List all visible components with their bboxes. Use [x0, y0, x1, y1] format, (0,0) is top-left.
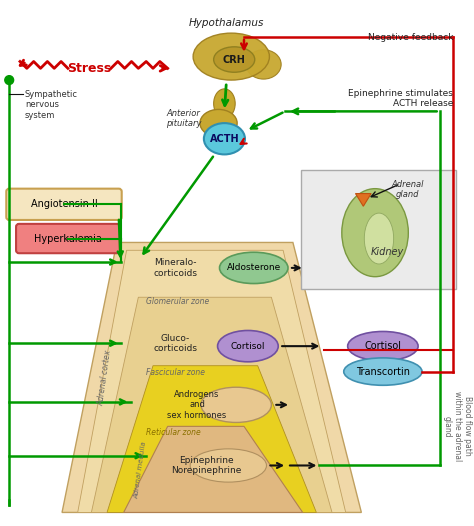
Polygon shape: [107, 366, 316, 512]
Ellipse shape: [365, 213, 393, 264]
Text: Mineralo-
corticoids: Mineralo- corticoids: [154, 258, 198, 278]
Text: CRH: CRH: [223, 55, 246, 65]
Text: Angiotensin II: Angiotensin II: [31, 199, 97, 209]
Text: Epinephrine
Norepinephrine: Epinephrine Norepinephrine: [172, 456, 242, 475]
Text: Adrenal
gland: Adrenal gland: [391, 180, 424, 199]
Ellipse shape: [201, 387, 272, 422]
Text: Glomerular zone: Glomerular zone: [146, 297, 210, 306]
Text: Hyperkalemia: Hyperkalemia: [34, 234, 102, 244]
Text: Cortisol: Cortisol: [231, 342, 265, 351]
Text: Stress: Stress: [67, 62, 111, 75]
Ellipse shape: [214, 89, 235, 118]
Text: Androgens
and
sex hormones: Androgens and sex hormones: [167, 390, 227, 420]
Circle shape: [5, 76, 14, 85]
FancyBboxPatch shape: [6, 189, 122, 220]
Polygon shape: [91, 297, 332, 512]
Ellipse shape: [193, 33, 269, 80]
Polygon shape: [356, 194, 371, 206]
FancyBboxPatch shape: [16, 224, 120, 253]
Ellipse shape: [214, 47, 255, 72]
Ellipse shape: [200, 109, 237, 137]
Text: Anterior
pituitary: Anterior pituitary: [165, 108, 201, 128]
Ellipse shape: [218, 330, 278, 362]
Text: Kidney: Kidney: [371, 247, 404, 257]
Ellipse shape: [204, 123, 245, 155]
Text: Gluco-
corticoids: Gluco- corticoids: [154, 333, 198, 353]
Text: Cortisol: Cortisol: [365, 341, 401, 351]
Ellipse shape: [219, 252, 288, 284]
FancyBboxPatch shape: [301, 170, 456, 289]
Text: Sympathetic
nervous
system: Sympathetic nervous system: [25, 90, 78, 119]
Ellipse shape: [190, 449, 266, 482]
Ellipse shape: [347, 331, 418, 361]
Text: Aldosterone: Aldosterone: [227, 264, 281, 272]
Polygon shape: [78, 250, 346, 512]
Text: ACTH: ACTH: [210, 134, 239, 144]
Text: Adrenal cortex: Adrenal cortex: [97, 349, 113, 406]
Text: Blood flow path
within the adrenal
gland: Blood flow path within the adrenal gland: [442, 391, 472, 461]
Ellipse shape: [342, 189, 408, 277]
Ellipse shape: [344, 358, 422, 385]
Polygon shape: [124, 427, 303, 512]
Polygon shape: [62, 242, 361, 512]
Text: Fascicular zone: Fascicular zone: [146, 368, 205, 377]
Text: Transcortin: Transcortin: [356, 367, 410, 377]
Ellipse shape: [246, 50, 281, 79]
Text: Negative feedback: Negative feedback: [368, 33, 453, 42]
Text: Epinephrine stimulates
ACTH release: Epinephrine stimulates ACTH release: [348, 89, 453, 108]
Text: Adrenal medulla: Adrenal medulla: [133, 441, 147, 499]
Text: Hypothalamus: Hypothalamus: [189, 18, 264, 28]
Text: Reticular zone: Reticular zone: [146, 428, 201, 437]
